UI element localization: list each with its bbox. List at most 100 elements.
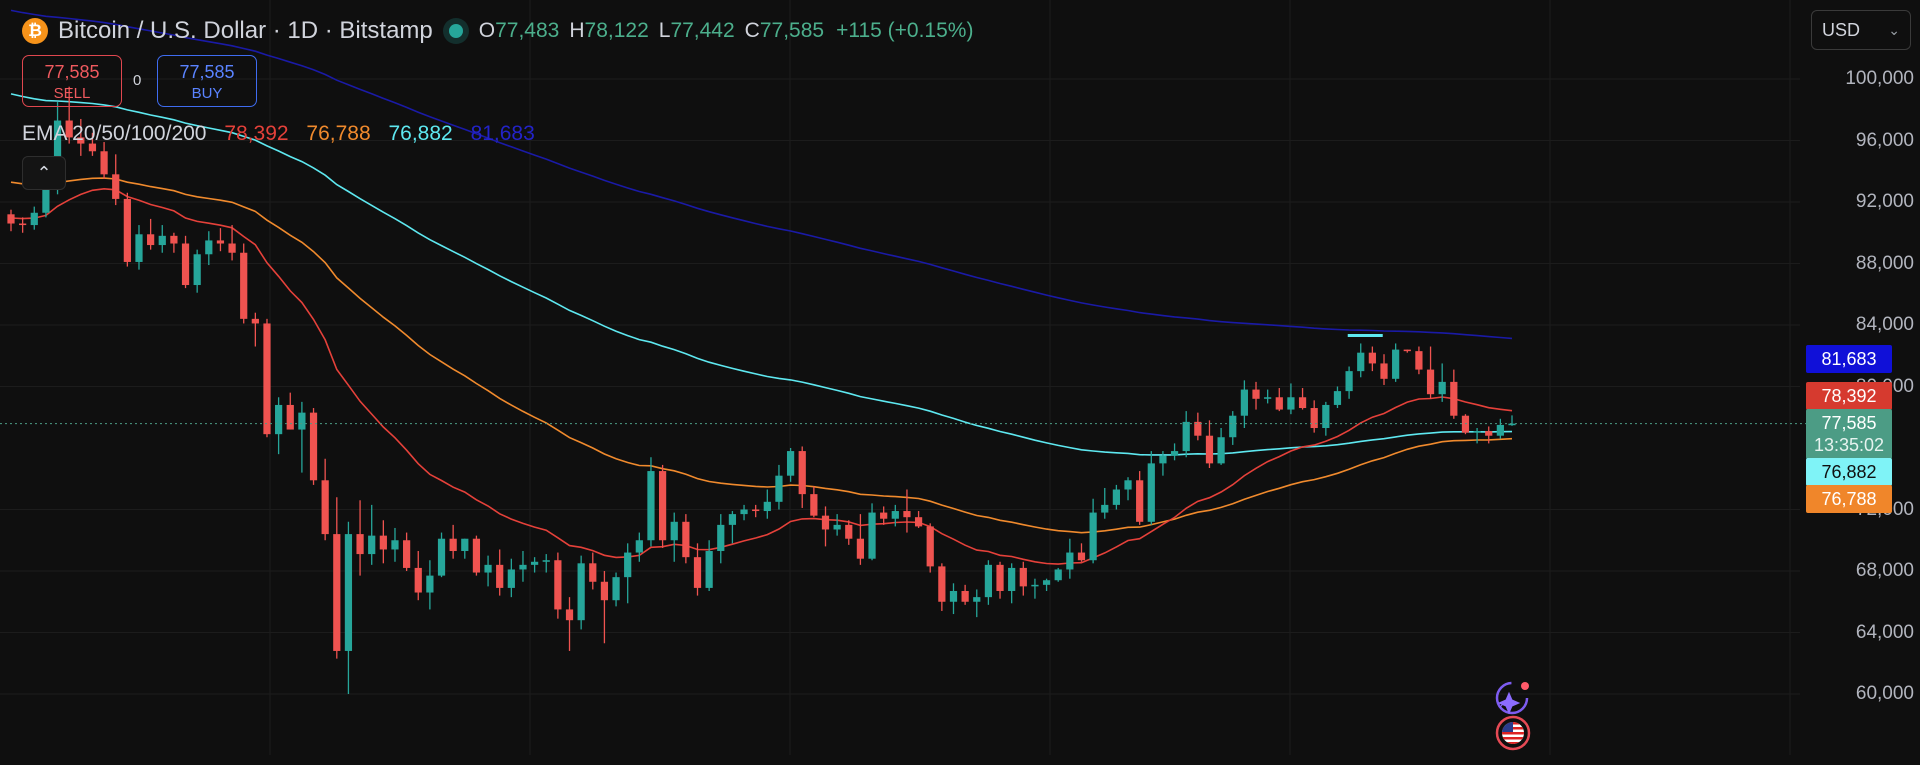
candle (1042, 578, 1051, 591)
price-axis-label: 84,000 (1855, 314, 1914, 335)
candle (984, 560, 993, 605)
candle (891, 504, 899, 527)
price-axis-label: 68,000 (1855, 560, 1914, 581)
candle (775, 464, 783, 510)
candle (1322, 401, 1330, 436)
candle (1345, 366, 1353, 399)
candle-body (170, 235, 178, 244)
candle-body (1194, 421, 1202, 436)
candle (1077, 543, 1086, 562)
candle (635, 532, 643, 562)
candle-body (798, 451, 806, 495)
collapse-legend-button[interactable]: ⌃ (22, 156, 66, 190)
candle-body (496, 564, 504, 588)
candle (1240, 380, 1248, 429)
candle (938, 563, 946, 611)
current-price-value: 77,585 (1821, 413, 1877, 433)
market-status-icon[interactable] (448, 24, 463, 38)
candle (740, 504, 748, 521)
ema200-value: 81,683 (470, 122, 535, 145)
candle-body (1345, 371, 1353, 392)
candle (426, 560, 434, 610)
candle-body (705, 551, 713, 588)
candle-body (356, 534, 364, 555)
candle-body (740, 509, 748, 515)
buy-button[interactable]: 77,585 BUY (157, 55, 257, 107)
candle-body (647, 471, 655, 541)
candle-body (1403, 349, 1411, 352)
candle-body (996, 564, 1004, 591)
candle-body (1473, 431, 1481, 433)
sell-button[interactable]: 77,585 SELL (22, 55, 122, 107)
candle (112, 154, 120, 206)
currency-select[interactable]: USD ⌄ (1811, 10, 1911, 50)
symbol-title[interactable]: Bitcoin / U.S. Dollar · 1D · Bitstamp (58, 17, 433, 44)
low-label: L (658, 19, 671, 42)
candle (1473, 428, 1481, 444)
candle-body (193, 254, 201, 286)
candle-body (949, 590, 958, 602)
candle-body (77, 137, 85, 144)
candle-body (112, 174, 120, 199)
candle-body (1124, 480, 1132, 490)
candle-body (1089, 512, 1097, 561)
candle-body (624, 552, 632, 578)
candle (205, 231, 213, 266)
candle-body (1136, 480, 1144, 522)
candle-body (1054, 569, 1062, 581)
chart-grid (0, 0, 1800, 755)
candle (542, 554, 550, 573)
candle (181, 235, 190, 289)
candle-body (693, 557, 702, 588)
high-value: 78,122 (584, 19, 649, 42)
candle (437, 532, 446, 578)
chevron-down-icon: ⌄ (1888, 21, 1900, 38)
candle-body (542, 560, 550, 562)
candle (1112, 484, 1120, 510)
candle (1182, 411, 1190, 458)
candle (903, 489, 911, 533)
candle-body (658, 471, 667, 541)
candle (1205, 420, 1214, 468)
sparkle-icon[interactable] (1492, 678, 1532, 718)
candle (996, 561, 1004, 599)
open-label: O (478, 19, 496, 42)
candle-body (507, 569, 515, 588)
candle-body (786, 451, 795, 476)
ohlc-values: O 77,483 H 78,122 L 77,442 C 77,585 +115 (+0… (479, 19, 974, 43)
candle-body (856, 538, 865, 559)
us-flag-icon[interactable] (1495, 715, 1531, 751)
candle (1368, 346, 1376, 372)
chevron-up-icon: ⌃ (36, 162, 52, 183)
candle-body (1066, 552, 1074, 570)
candle (1008, 563, 1016, 604)
candle (565, 597, 574, 651)
candle (1101, 487, 1109, 519)
candle-body (472, 538, 481, 573)
candle-body (1485, 431, 1493, 436)
candle-body (752, 509, 760, 512)
candle-body (880, 512, 888, 519)
ema-lines (10, 9, 1513, 565)
candle (356, 500, 364, 576)
candle-body (973, 597, 981, 602)
candle (1450, 369, 1458, 419)
candle-body (333, 534, 341, 651)
candle (705, 540, 713, 591)
candle (1426, 346, 1435, 399)
candle-body (414, 567, 422, 593)
candle (914, 511, 923, 528)
ema20-line (10, 187, 1513, 565)
candle (693, 543, 702, 596)
candle-body (903, 511, 911, 518)
currency-value: USD (1822, 19, 1861, 40)
candle-body (1298, 397, 1307, 409)
candle-body (147, 234, 155, 246)
candle (1124, 477, 1132, 501)
candle-body (635, 540, 643, 553)
candle-body (1252, 389, 1260, 399)
price-axis-label: 64,000 (1855, 621, 1914, 643)
ema-legend[interactable]: EMA 20/50/100/200 78,392 76,788 76,882 8… (22, 122, 547, 146)
bitcoin-icon: ₿ (22, 18, 48, 44)
